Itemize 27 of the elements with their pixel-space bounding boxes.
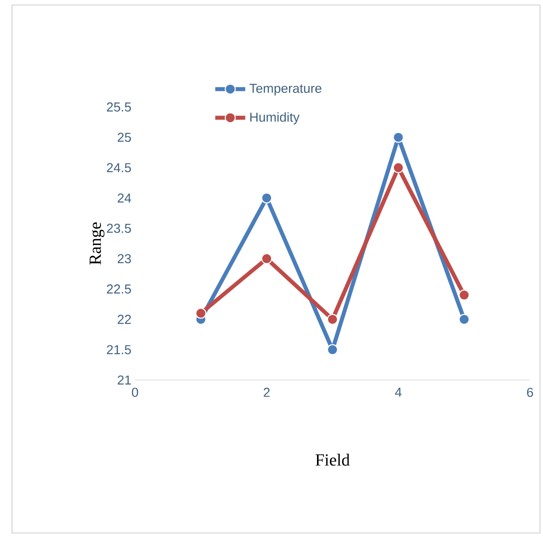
legend-label: Humidity (250, 112, 300, 124)
y-tick-label: 23.5 (106, 224, 131, 233)
y-tick-label: 22 (118, 314, 131, 324)
point (458, 314, 470, 325)
point (327, 314, 338, 325)
legend-label: Temperature (250, 84, 322, 96)
y-tick-label: 21.5 (106, 345, 131, 354)
y-tick-label: 21 (118, 375, 131, 385)
y-tick-label: 25.5 (106, 102, 131, 112)
y-tick-label: 24 (118, 193, 132, 203)
x-tick-label: 6 (527, 388, 534, 397)
x-tick-label: 0 (132, 388, 138, 397)
x-axis-title: Field (316, 454, 350, 466)
point (392, 132, 404, 143)
point (392, 162, 404, 174)
y-tick-label: 23 (118, 254, 131, 264)
y-tick-label: 22.5 (106, 284, 131, 294)
y-axis-title: Range (90, 222, 104, 265)
point (195, 308, 206, 319)
point (458, 290, 470, 301)
x-tick-label: 2 (264, 388, 270, 397)
point (327, 344, 338, 356)
point (261, 253, 272, 264)
y-tick-label: 25 (118, 132, 131, 142)
y-tick-label: 24.5 (106, 163, 131, 172)
point (261, 192, 272, 204)
x-tick-label: 4 (395, 388, 402, 397)
